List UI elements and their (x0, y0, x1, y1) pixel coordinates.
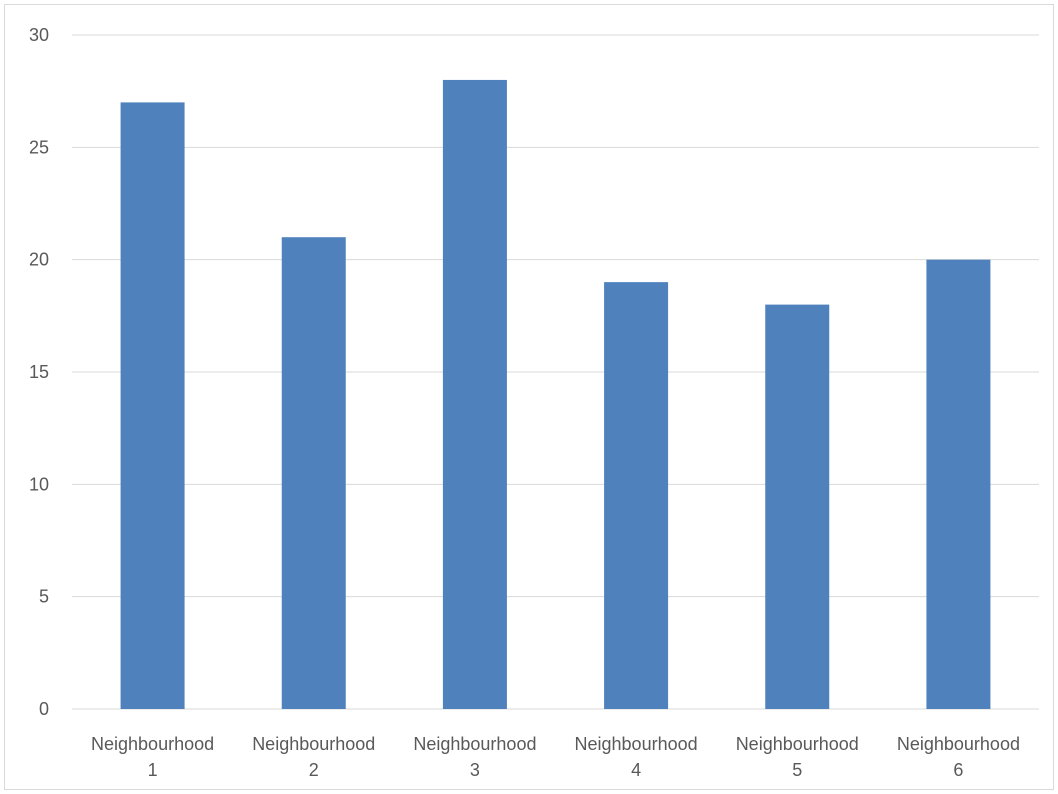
x-tick-label: Neighbourhood 3 (413, 734, 536, 780)
bars (120, 79, 991, 709)
x-tick-label: Neighbourhood 1 (91, 734, 214, 780)
x-tick-label: Neighbourhood 2 (252, 734, 375, 780)
gridlines (72, 34, 1039, 710)
bar-6 (926, 259, 991, 709)
y-tick-label: 30 (29, 25, 49, 45)
y-tick-label: 25 (29, 137, 49, 157)
y-tick-label: 0 (39, 699, 49, 719)
y-tick-label: 20 (29, 250, 49, 270)
bar-1 (120, 102, 185, 709)
bar-3 (442, 79, 507, 709)
x-tick-label: Neighbourhood 4 (575, 734, 698, 780)
bar-5 (765, 304, 830, 709)
bar-2 (281, 237, 346, 709)
y-axis-tick-labels: 0 5 10 15 20 25 30 (29, 25, 49, 719)
x-axis-tick-labels: Neighbourhood 1 Neighbourhood 2 Neighbourhoo… (91, 734, 1020, 780)
y-tick-label: 10 (29, 474, 49, 494)
x-tick-label: Neighbourhood 5 (736, 734, 859, 780)
y-tick-label: 15 (29, 362, 49, 382)
chart-frame: 0 5 10 15 20 25 30 Neighbourhood 1 Neighbourhood… (4, 4, 1054, 790)
y-tick-label: 5 (39, 587, 49, 607)
x-tick-label: Neighbourhood 6 (897, 734, 1020, 780)
bar-4 (604, 282, 669, 709)
